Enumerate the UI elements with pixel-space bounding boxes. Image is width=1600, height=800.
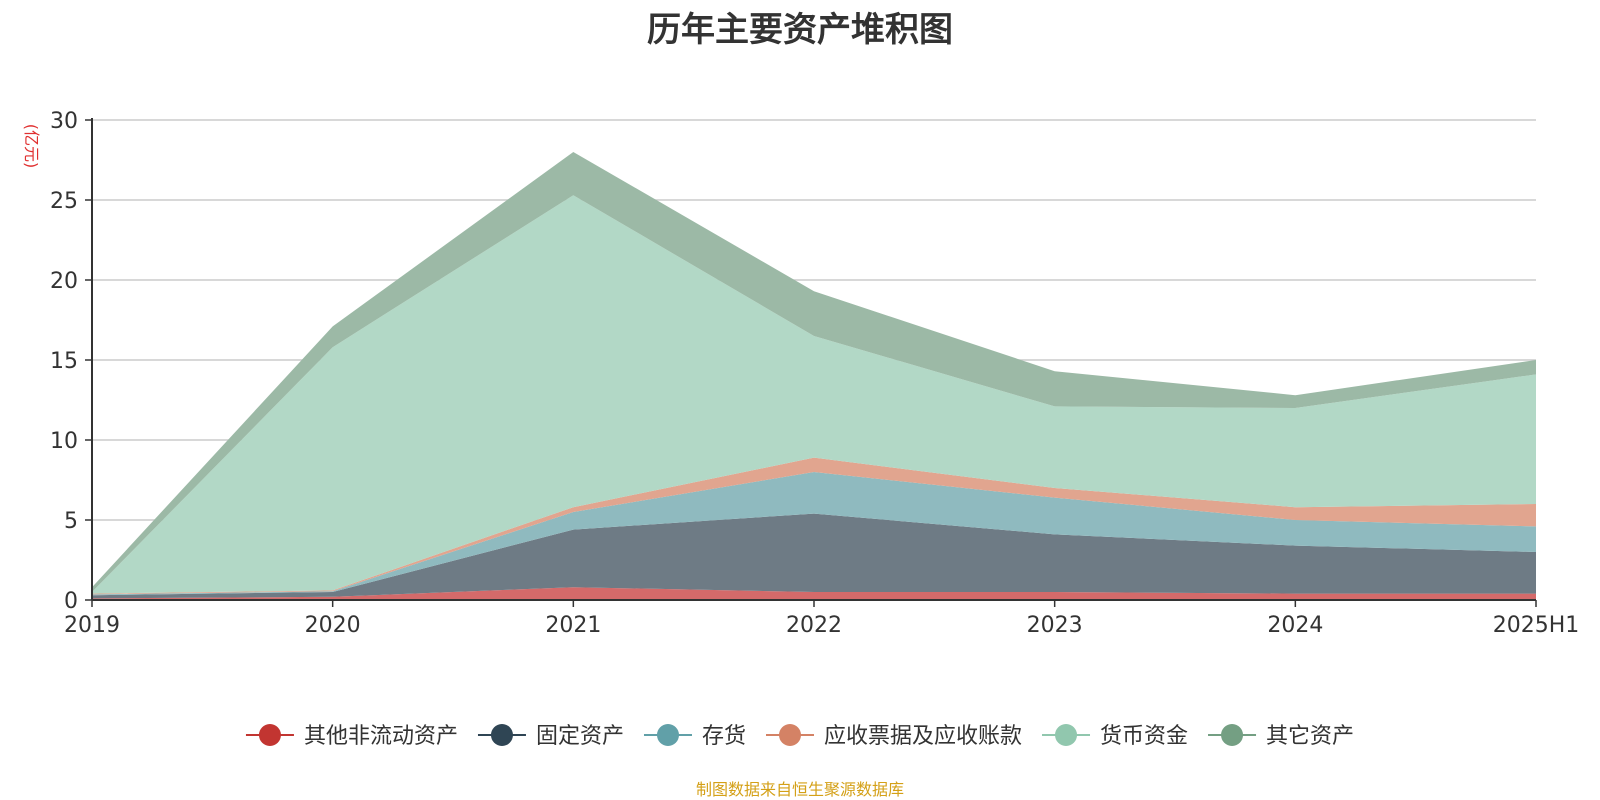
x-tick-label: 2021 bbox=[545, 613, 601, 638]
area-3[interactable] bbox=[92, 472, 1536, 596]
area-6[interactable] bbox=[92, 152, 1536, 592]
legend-label: 其它资产 bbox=[1266, 724, 1354, 749]
legend-label: 应收票据及应收账款 bbox=[824, 724, 1022, 749]
legend-item[interactable]: 货币资金 bbox=[1042, 724, 1188, 749]
legend: 其他非流动资产 固定资产 存货 应收票据及应收账款 货币资金 其它资产 bbox=[245, 724, 1354, 749]
legend-marker bbox=[1221, 724, 1244, 746]
legend-item[interactable]: 应收票据及应收账款 bbox=[766, 724, 1022, 749]
legend-marker bbox=[490, 724, 513, 746]
x-tick-label: 2019 bbox=[64, 613, 120, 638]
legend-label: 其他非流动资产 bbox=[304, 724, 458, 749]
y-tick-label: 20 bbox=[50, 269, 78, 294]
legend-item[interactable]: 其他非流动资产 bbox=[245, 724, 458, 749]
legend-label: 固定资产 bbox=[536, 724, 624, 749]
x-tick-label: 2023 bbox=[1027, 613, 1083, 638]
y-tick-label: 0 bbox=[64, 589, 78, 614]
legend-marker bbox=[1055, 724, 1078, 746]
y-tick-label: 30 bbox=[50, 109, 78, 134]
y-tick-label: 25 bbox=[50, 189, 78, 214]
x-tick-label: 2022 bbox=[786, 613, 842, 638]
y-tick-label: 10 bbox=[50, 429, 78, 454]
legend-marker bbox=[258, 724, 281, 746]
legend-label: 存货 bbox=[702, 724, 746, 749]
legend-label: 货币资金 bbox=[1100, 724, 1188, 749]
area-1[interactable] bbox=[92, 587, 1536, 600]
legend-item[interactable]: 固定资产 bbox=[477, 724, 624, 749]
legend-item[interactable]: 其它资产 bbox=[1208, 724, 1354, 749]
legend-marker bbox=[656, 724, 679, 746]
x-tick-label: 2025H1 bbox=[1493, 613, 1580, 638]
axes: 0 5 10 15 20 25 30 2019 2020 2021 2022 2023 2024 2025… bbox=[22, 109, 1579, 638]
data-source-note: 制图数据来自恒生聚源数据库 bbox=[695, 780, 904, 799]
y-unit-label: (亿元) bbox=[22, 124, 41, 169]
legend-item[interactable]: 存货 bbox=[643, 724, 746, 749]
area-series bbox=[92, 152, 1536, 600]
chart-title: 历年主要资产堆积图 bbox=[647, 10, 953, 50]
x-tick-label: 2020 bbox=[305, 613, 361, 638]
area-5[interactable] bbox=[92, 195, 1536, 594]
area-2[interactable] bbox=[92, 513, 1536, 599]
legend-marker bbox=[779, 724, 801, 746]
y-tick-label: 15 bbox=[50, 349, 78, 374]
x-tick-label: 2024 bbox=[1267, 613, 1323, 638]
y-tick-label: 5 bbox=[64, 509, 78, 534]
